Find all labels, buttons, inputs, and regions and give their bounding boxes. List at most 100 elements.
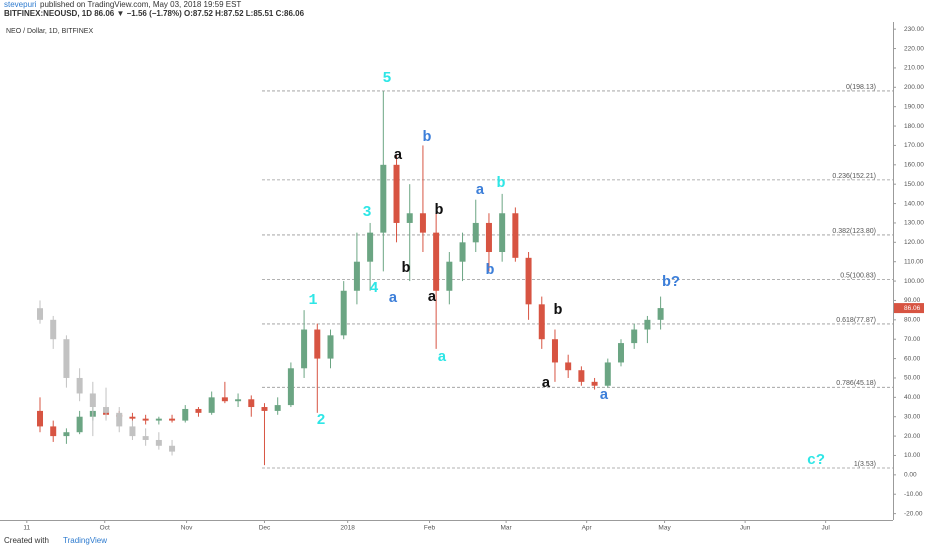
candle-body [512, 213, 519, 258]
wave-label: 2 [316, 412, 325, 429]
candle-body [314, 329, 321, 359]
wave-label: b? [662, 274, 680, 291]
candle-body [301, 329, 308, 369]
y-tick-label: 150.00 [904, 181, 924, 188]
wave-label: b [496, 175, 505, 192]
x-tick-label: Feb [424, 525, 436, 532]
x-tick-label: 11 [23, 525, 30, 532]
x-tick-label: Apr [582, 525, 593, 532]
y-tick-label: 170.00 [904, 142, 924, 149]
publisher[interactable]: stevepuri [4, 0, 37, 9]
y-tick-label: 10.00 [904, 452, 921, 459]
y-tick-label: 140.00 [904, 200, 924, 207]
published-line: published on TradingView.com, May 03, 20… [40, 0, 241, 9]
wave-label: b [434, 202, 443, 219]
candle-body [604, 362, 611, 386]
candle-body [169, 418, 176, 421]
y-tick-label: -20.00 [904, 510, 923, 517]
candle-body [248, 399, 255, 408]
candle-body [37, 410, 44, 427]
candle-body [644, 319, 651, 330]
x-tick-label: Nov [181, 525, 193, 532]
candle-body [287, 368, 294, 406]
candle-body [446, 261, 453, 291]
x-tick-label: Dec [259, 525, 271, 532]
candle-body [380, 164, 387, 233]
wave-label: a [475, 182, 484, 199]
wave-label: 1 [308, 292, 317, 309]
candle-body [89, 393, 96, 408]
candle-body [50, 319, 57, 340]
wave-label: c? [807, 452, 825, 469]
candle-body [459, 242, 466, 262]
candle-body [274, 405, 281, 411]
fib-label: 0.382(123.80) [832, 228, 876, 235]
x-tick-label: Oct [100, 525, 110, 532]
y-tick-label: -10.00 [904, 491, 923, 498]
wave-label: b [553, 302, 562, 319]
candle-body [525, 257, 532, 305]
wave-label: a [437, 349, 446, 366]
x-tick-label: Jul [822, 525, 831, 532]
wave-label: a [393, 147, 402, 164]
wave-label: a [388, 290, 397, 307]
candle-body [327, 335, 334, 359]
candle-body [129, 426, 136, 437]
y-tick-label: 220.00 [904, 45, 924, 52]
last-price-label: 86.06 [904, 305, 921, 312]
fib-label: 0(198.13) [846, 84, 876, 91]
candle-body [169, 445, 176, 452]
y-tick-label: 20.00 [904, 433, 921, 440]
candle-body [76, 377, 83, 394]
y-tick-label: 60.00 [904, 355, 921, 362]
candle-body [657, 308, 664, 320]
x-tick-label: 2018 [340, 525, 355, 532]
y-tick-label: 50.00 [904, 375, 921, 382]
y-tick-label: 210.00 [904, 65, 924, 72]
candle-body [499, 213, 506, 253]
candle-body [37, 308, 44, 320]
candle-body [103, 407, 110, 413]
footer: Created with [4, 536, 49, 545]
candle-body [631, 329, 638, 344]
wave-label: b [422, 129, 431, 146]
candle-body [538, 304, 545, 340]
wave-label: a [427, 289, 436, 306]
wave-label: b [485, 262, 494, 279]
candle-body [155, 439, 162, 446]
candle-body [195, 408, 202, 413]
candle-body [393, 164, 400, 223]
candle-body [208, 397, 215, 413]
y-tick-label: 90.00 [904, 297, 921, 304]
wave-label: a [599, 387, 608, 404]
candle-body [63, 432, 70, 437]
candle-body [50, 426, 57, 437]
candle-body [353, 261, 360, 291]
candle-body [261, 407, 268, 411]
y-tick-label: 80.00 [904, 317, 921, 324]
candle-body [433, 232, 440, 291]
candle-body [221, 397, 228, 402]
candle-body [485, 222, 492, 253]
candle-body [565, 362, 572, 371]
wave-label: b [401, 260, 410, 277]
fib-label: 0.5(100.83) [840, 272, 876, 279]
wave-label: 3 [362, 204, 371, 221]
candle-body [340, 290, 347, 336]
candle-body [617, 343, 624, 363]
symbol-line: BITFINEX:NEOUSD, 1D 86.06 ▼ −1.56 (−1.78… [4, 9, 305, 18]
y-tick-label: 40.00 [904, 394, 921, 401]
y-tick-label: 30.00 [904, 413, 921, 420]
wave-label: 5 [382, 70, 391, 87]
y-tick-label: 0.00 [904, 472, 917, 479]
x-tick-label: Mar [501, 525, 513, 532]
chart-title: NEO / Dollar, 1D, BITFINEX [6, 28, 93, 35]
fib-label: 1(3.53) [854, 461, 876, 468]
footer-brand[interactable]: TradingView [63, 536, 107, 545]
fib-label: 0.618(77.87) [836, 317, 876, 324]
candle-body [367, 232, 374, 262]
y-tick-label: 100.00 [904, 278, 924, 285]
y-tick-label: 190.00 [904, 103, 924, 110]
candle-body [591, 381, 598, 386]
